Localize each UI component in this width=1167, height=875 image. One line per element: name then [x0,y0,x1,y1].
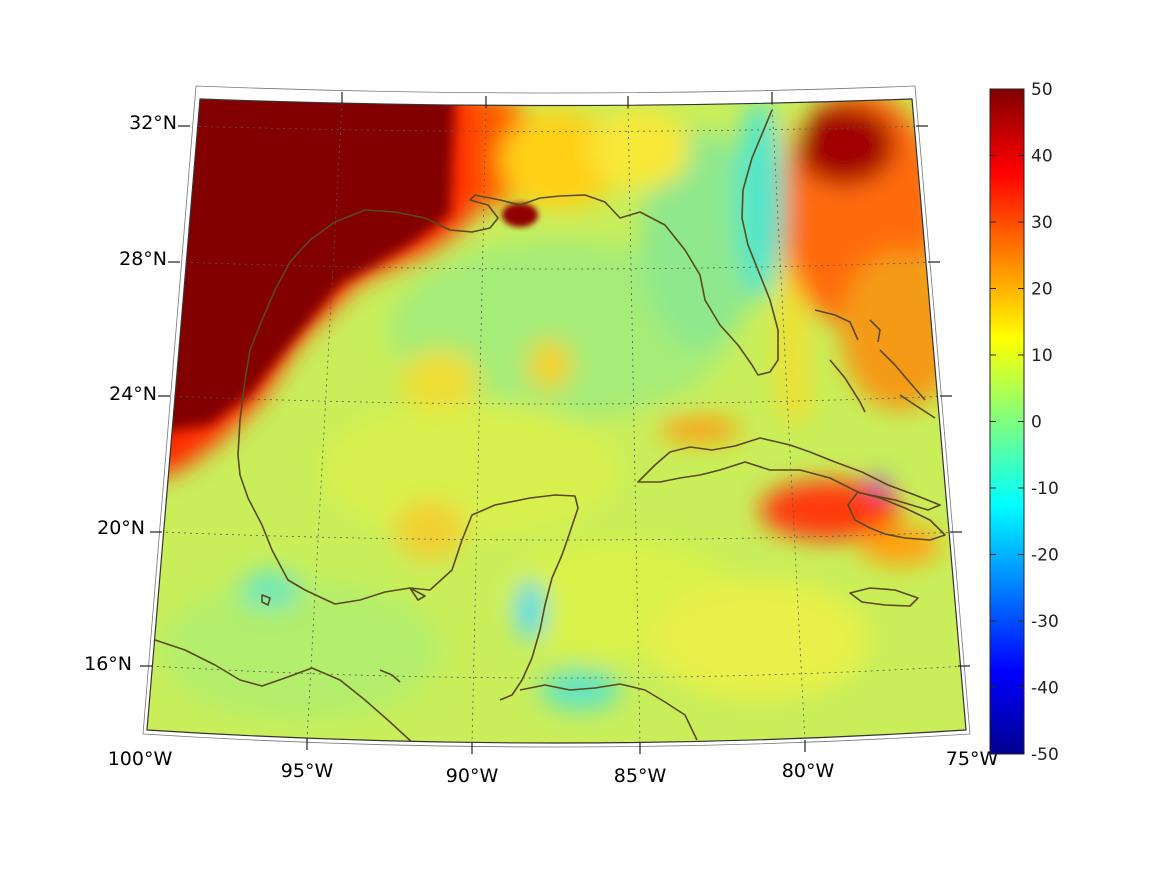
colorbar-label: 40 [1031,147,1053,167]
frame-ticks [140,92,970,754]
lat-label-16n: 16°N [84,653,132,675]
map-frame [146,98,967,744]
colorbar-label: -20 [1031,546,1059,566]
colorbar-label: 0 [1031,413,1042,433]
colorbar-label: 50 [1031,80,1053,100]
lon-label-100w: 100°W [108,748,173,770]
lat-label-32n: 32°N [129,112,177,134]
lat-label-24n: 24°N [109,383,157,405]
lon-label-80w: 80°W [782,760,835,782]
graticule [150,102,966,743]
lon-label-90w: 90°W [446,765,499,787]
colorbar: 50 40 30 20 10 0 -10 -20 -30 -40 -50 [989,80,1059,765]
colorbar-label: -10 [1031,479,1059,499]
colorbar-label: -30 [1031,612,1059,632]
coastline [154,109,946,743]
colorbar-label: -50 [1031,745,1059,765]
lon-label-75w: 75°W [946,748,999,770]
lat-label-28n: 28°N [119,248,167,270]
lon-label-85w: 85°W [614,765,667,787]
colorbar-label: 20 [1031,280,1053,300]
colorbar-label: 30 [1031,213,1053,233]
colorbar-label: 10 [1031,346,1053,366]
data-field [147,99,966,743]
colorbar-label: -40 [1031,679,1059,699]
lat-label-20n: 20°N [97,517,145,539]
lon-label-95w: 95°W [281,760,334,782]
